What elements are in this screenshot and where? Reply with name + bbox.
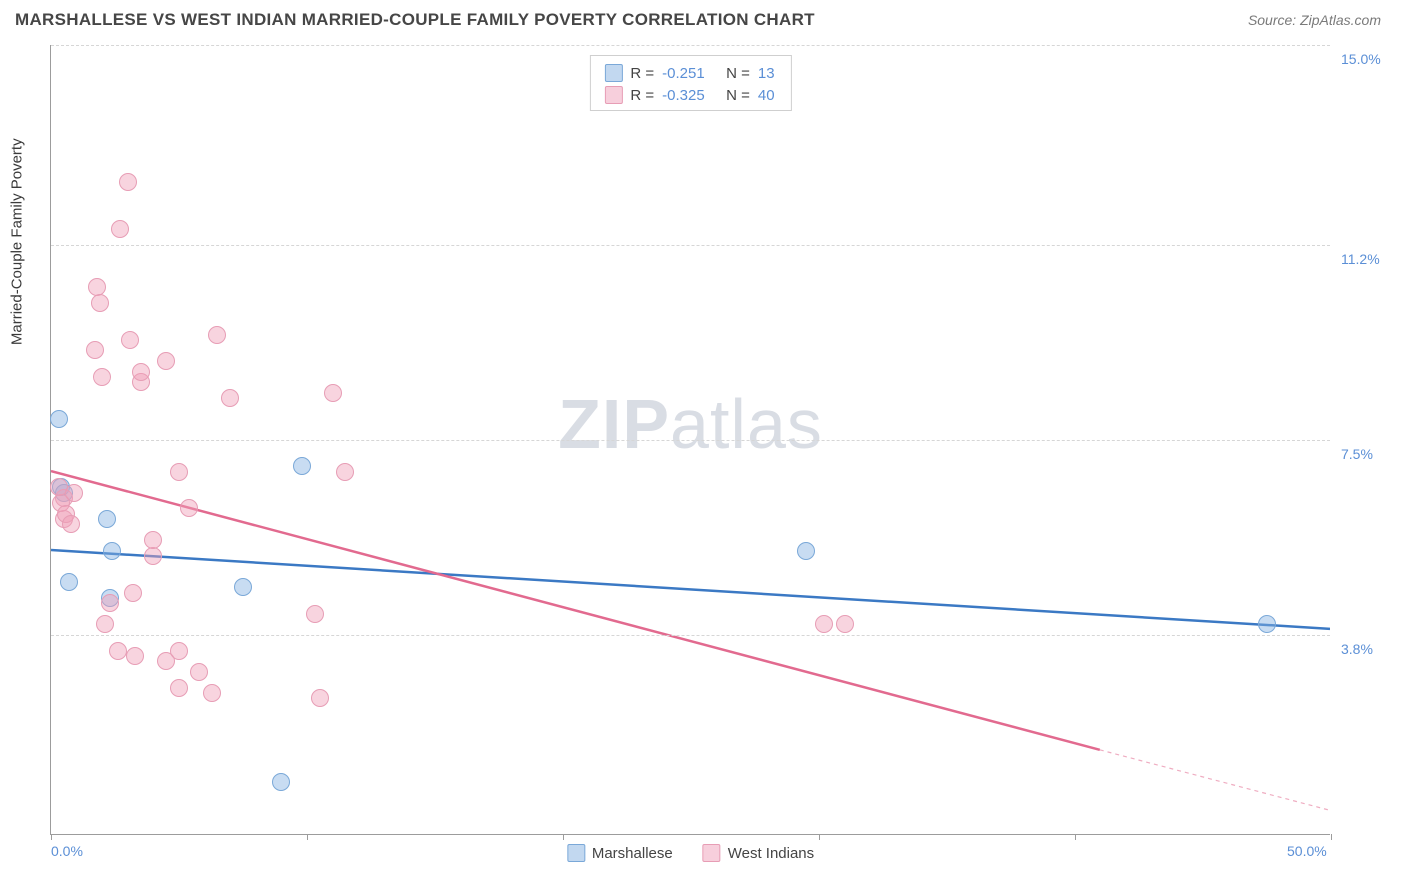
scatter-point (86, 341, 104, 359)
scatter-point (1258, 615, 1276, 633)
scatter-point (815, 615, 833, 633)
gridline (51, 635, 1330, 636)
stat-r-value: -0.251 (662, 65, 718, 82)
stats-row-marshallese: R = -0.251 N = 13 (604, 62, 774, 84)
scatter-point (101, 594, 119, 612)
stat-r-label: R = (630, 87, 654, 104)
x-tick-label: 50.0% (1287, 843, 1327, 859)
stats-row-westindian: R = -0.325 N = 40 (604, 84, 774, 106)
swatch-pink-icon (604, 86, 622, 104)
x-tick (1331, 834, 1332, 840)
y-tick-label: 7.5% (1341, 446, 1373, 462)
scatter-point (103, 542, 121, 560)
stat-n-value: 40 (758, 87, 775, 104)
scatter-point (336, 463, 354, 481)
chart-header: MARSHALLESE VS WEST INDIAN MARRIED-COUPL… (0, 0, 1406, 38)
scatter-point (96, 615, 114, 633)
scatter-point (50, 410, 68, 428)
stat-n-label: N = (726, 87, 750, 104)
plot-area: ZIPatlas R = -0.251 N = 13 R = -0.325 N … (50, 45, 1330, 835)
scatter-point (234, 578, 252, 596)
x-tick (307, 834, 308, 840)
stats-legend: R = -0.251 N = 13 R = -0.325 N = 40 (589, 55, 791, 111)
scatter-point (306, 605, 324, 623)
bottom-legend: Marshallese West Indians (567, 844, 814, 862)
legend-label: West Indians (728, 845, 814, 862)
scatter-point (190, 663, 208, 681)
scatter-point (93, 368, 111, 386)
chart-title: MARSHALLESE VS WEST INDIAN MARRIED-COUPL… (15, 10, 815, 30)
scatter-point (324, 384, 342, 402)
stat-n-label: N = (726, 65, 750, 82)
scatter-point (293, 457, 311, 475)
y-tick-label: 11.2% (1341, 251, 1380, 267)
scatter-point (208, 326, 226, 344)
scatter-point (98, 510, 116, 528)
scatter-point (170, 642, 188, 660)
x-tick (51, 834, 52, 840)
watermark-right: atlas (670, 385, 823, 463)
swatch-blue-icon (567, 844, 585, 862)
x-tick (563, 834, 564, 840)
stat-n-value: 13 (758, 65, 775, 82)
x-tick (1075, 834, 1076, 840)
watermark-left: ZIP (558, 385, 670, 463)
scatter-point (62, 515, 80, 533)
scatter-point (221, 389, 239, 407)
scatter-point (157, 352, 175, 370)
scatter-point (91, 294, 109, 312)
scatter-point (170, 463, 188, 481)
scatter-point (144, 547, 162, 565)
stat-r-value: -0.325 (662, 87, 718, 104)
watermark: ZIPatlas (558, 384, 823, 464)
chart-source: Source: ZipAtlas.com (1248, 12, 1381, 28)
swatch-blue-icon (604, 64, 622, 82)
scatter-point (203, 684, 221, 702)
y-axis-title: Married-Couple Family Poverty (9, 138, 26, 345)
stat-r-label: R = (630, 65, 654, 82)
x-tick-label: 0.0% (51, 843, 83, 859)
gridline (51, 45, 1330, 46)
scatter-point (121, 331, 139, 349)
scatter-point (836, 615, 854, 633)
scatter-point (797, 542, 815, 560)
y-tick-label: 3.8% (1341, 641, 1373, 657)
scatter-point (119, 173, 137, 191)
gridline (51, 440, 1330, 441)
x-tick (819, 834, 820, 840)
scatter-point (144, 531, 162, 549)
scatter-point (65, 484, 83, 502)
scatter-point (132, 363, 150, 381)
scatter-point (126, 647, 144, 665)
scatter-point (180, 499, 198, 517)
chart-area: Married-Couple Family Poverty ZIPatlas R… (50, 45, 1390, 835)
y-tick-label: 15.0% (1341, 51, 1381, 67)
gridline (51, 245, 1330, 246)
scatter-point (124, 584, 142, 602)
legend-label: Marshallese (592, 845, 673, 862)
scatter-point (272, 773, 290, 791)
legend-item-westindian: West Indians (703, 844, 814, 862)
legend-item-marshallese: Marshallese (567, 844, 673, 862)
scatter-point (311, 689, 329, 707)
scatter-point (109, 642, 127, 660)
scatter-point (170, 679, 188, 697)
scatter-point (60, 573, 78, 591)
scatter-point (111, 220, 129, 238)
swatch-pink-icon (703, 844, 721, 862)
